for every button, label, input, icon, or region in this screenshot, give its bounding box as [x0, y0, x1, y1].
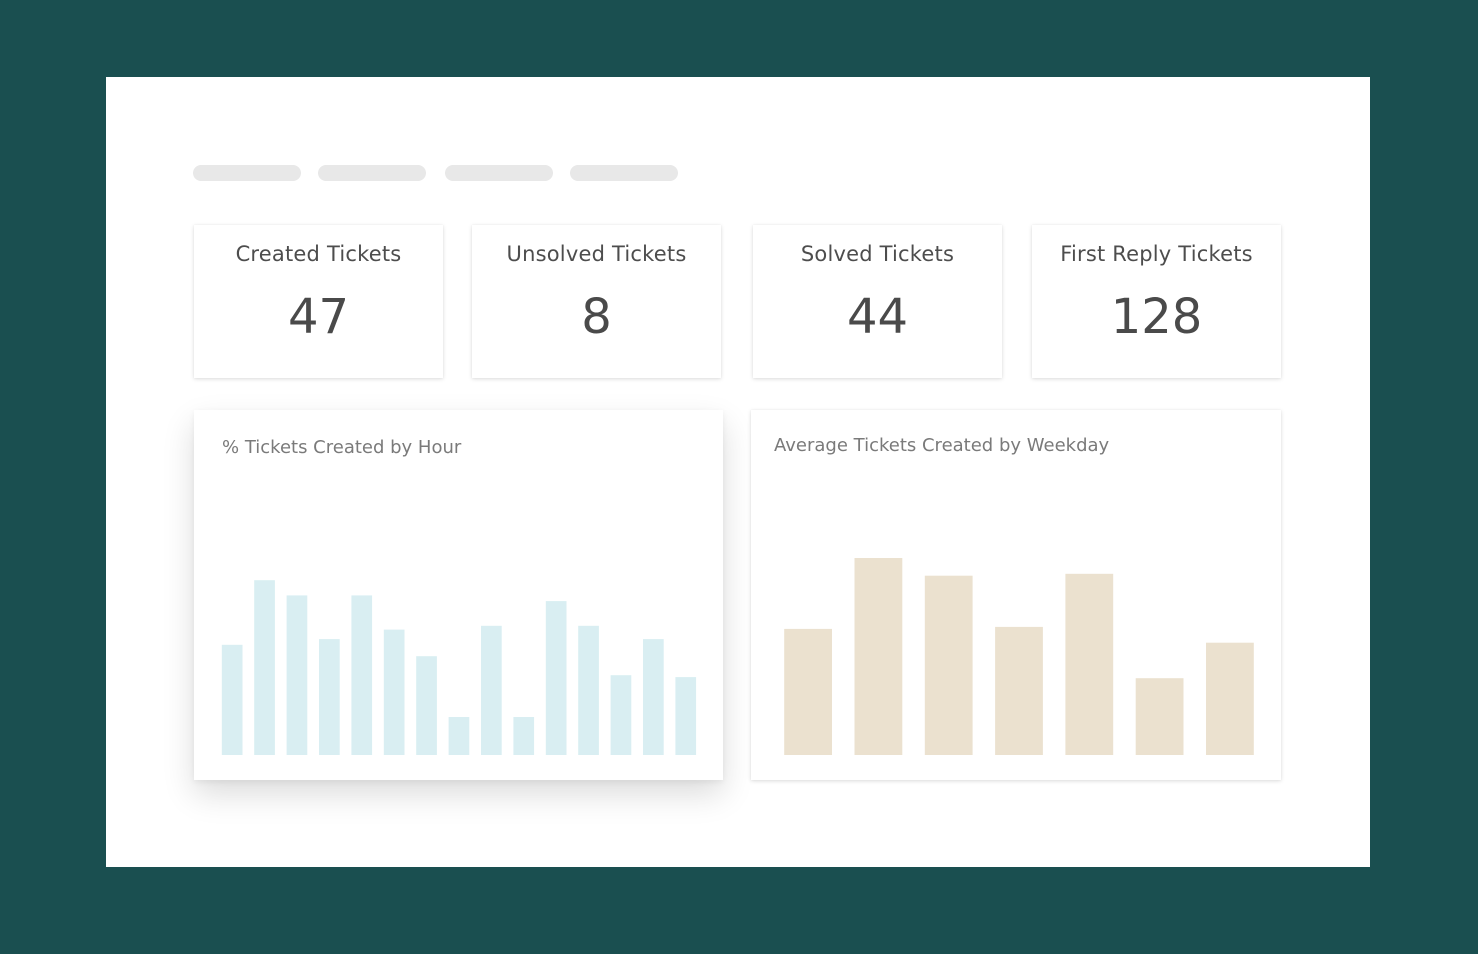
chart-bar [578, 625, 599, 755]
chart-bar [610, 675, 632, 755]
kpi-label: Unsolved Tickets [506, 242, 687, 266]
chart-bar [1065, 573, 1114, 755]
kpi-value: 47 [287, 289, 350, 345]
tab-placeholder-2[interactable] [318, 165, 426, 181]
chart-bar [319, 639, 340, 755]
tab-placeholder-1[interactable] [193, 165, 301, 181]
chart-title: Average Tickets Created by Weekday [774, 435, 1110, 456]
kpi-label: First Reply Tickets [1060, 242, 1253, 266]
kpi-label: Created Tickets [235, 242, 402, 266]
weekday-bar-chart [784, 558, 1254, 755]
chart-bar [286, 595, 308, 755]
chart-bar [254, 580, 275, 755]
hourly-bar-chart [221, 580, 697, 755]
tab-placeholder-4[interactable] [570, 165, 678, 181]
chart-bar [416, 656, 437, 755]
dashboard-panel: Created Tickets 47 Unsolved Tickets 8 So… [106, 77, 1370, 867]
chart-bar [854, 558, 903, 755]
chart-bar [481, 625, 502, 755]
chart-bar [351, 595, 373, 755]
chart-bar [924, 575, 973, 755]
chart-bar [995, 626, 1043, 755]
tab-placeholder-3[interactable] [445, 165, 553, 181]
kpi-value: 8 [581, 289, 612, 345]
chart-card-weekday: Average Tickets Created by Weekday [751, 410, 1281, 780]
kpi-card-unsolved: Unsolved Tickets 8 [472, 225, 721, 378]
chart-bar [383, 629, 405, 755]
chart-bar [448, 717, 470, 755]
kpi-label: Solved Tickets [800, 242, 955, 266]
chart-bar [1135, 678, 1184, 755]
chart-card-hourly: % Tickets Created by Hour [194, 410, 723, 780]
chart-bar [784, 628, 832, 755]
chart-bar [675, 677, 697, 755]
kpi-value: 44 [846, 289, 909, 345]
chart-bar [513, 717, 535, 755]
chart-bar [1206, 642, 1254, 755]
kpi-card-solved: Solved Tickets 44 [753, 225, 1002, 378]
kpi-card-first-reply: First Reply Tickets 128 [1032, 225, 1281, 378]
kpi-card-created: Created Tickets 47 [194, 225, 443, 378]
kpi-value: 128 [1110, 289, 1203, 345]
chart-bar [643, 639, 664, 755]
chart-bar [545, 601, 567, 755]
chart-title: % Tickets Created by Hour [222, 437, 462, 458]
chart-bar [221, 644, 243, 755]
